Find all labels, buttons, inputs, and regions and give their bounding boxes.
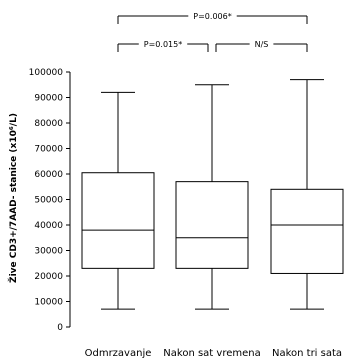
significance-label: P=0.015* [144,40,182,49]
significance-label: P=0.006* [193,12,231,21]
category-label: Odmrzavanje [85,348,152,359]
significance-bracket: P=0.006* [117,12,308,24]
iqr-box [270,188,344,274]
box-3 [270,79,344,310]
significance-bracket: N/S [215,40,308,52]
x-axis-labels: Odmrzavanje Nakon sat vremena Nakon tri sa… [85,348,342,359]
iqr-box [81,172,155,269]
box-2 [175,84,249,310]
iqr-box [175,181,249,269]
annotations-layer: P=0.006* P=0.015* N/S [117,12,308,52]
boxes-layer [81,79,344,310]
category-label: Nakon sat vremena [163,348,260,359]
y-axis: 0 10000 20000 30000 40000 50000 60000 70000 8000… [29,68,71,333]
y-tick-label: 0 [57,323,63,333]
significance-bracket: P=0.015* [117,40,209,52]
y-tick-label: 100000 [29,68,64,78]
y-axis-label: Žive CD3+/7AAD- stanice (x10⁶/L) [7,113,19,283]
y-tick-label: 10000 [34,298,63,308]
y-tick-label: 70000 [34,145,63,155]
box-1 [81,91,155,310]
y-tick-label: 20000 [34,272,63,282]
category-label: Nakon tri sata [272,348,342,359]
y-tick-label: 40000 [34,221,63,231]
significance-label: N/S [255,40,269,49]
y-tick-label: 90000 [34,94,63,104]
y-tick-label: 50000 [34,196,63,206]
y-tick-label: 60000 [34,170,63,180]
y-tick-label: 30000 [34,247,63,257]
y-tick-label: 80000 [34,119,63,129]
